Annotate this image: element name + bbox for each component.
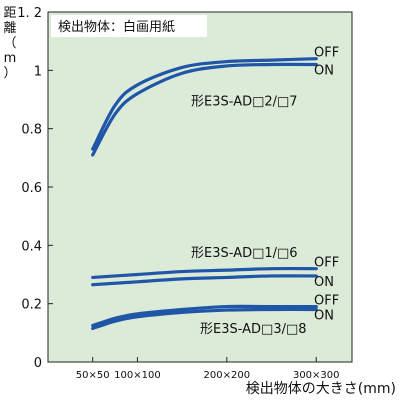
series-end-label: OFF xyxy=(314,46,339,61)
annotation-text: 検出物体：白画用紙 xyxy=(58,19,175,35)
y-tick-label: 0.4 xyxy=(21,239,42,254)
y-axis-label-char: ） xyxy=(3,66,17,81)
annotation-box xyxy=(51,15,207,37)
series-end-label: ON xyxy=(314,64,334,79)
y-tick-label: 1 xyxy=(34,64,42,79)
y-axis-label: 距 離 （ m ） xyxy=(2,6,18,81)
series-end-label: OFF xyxy=(314,294,339,309)
series-line-off xyxy=(91,304,318,328)
series-end-label: OFF xyxy=(314,256,339,271)
x-axis-label: 検出物体の大きさ(mm) xyxy=(246,381,396,397)
series-end-label: ON xyxy=(314,275,334,290)
series-line-on xyxy=(91,274,318,287)
group-label: 形E3S-AD□2/□7 xyxy=(191,94,298,109)
series-line-on xyxy=(91,62,318,157)
y-axis-label-char: 距 xyxy=(3,6,17,21)
series-line-on xyxy=(91,307,318,331)
series-line-off xyxy=(91,266,318,280)
y-tick-label: 0.6 xyxy=(21,181,42,196)
y-tick-label: 0.2 xyxy=(21,298,42,313)
y-axis-label-char: （ xyxy=(3,36,17,51)
group-label: 形E3S-AD□3/□8 xyxy=(200,322,307,337)
series-end-label: ON xyxy=(314,309,334,324)
x-tick-label: 200×200 xyxy=(204,370,251,381)
y-tick-label: 1. 2 xyxy=(17,6,42,21)
x-tick-label: 100×100 xyxy=(114,370,161,381)
y-axis-label-char: m xyxy=(3,51,17,66)
series-line-off xyxy=(91,57,318,151)
x-tick-label: 300×300 xyxy=(293,370,340,381)
x-tick-label: 50×50 xyxy=(76,370,110,381)
y-tick-label: 0.8 xyxy=(21,123,42,138)
y-axis-label-char: 離 xyxy=(3,21,17,36)
group-label: 形E3S-AD□1/□6 xyxy=(191,246,298,261)
y-tick-label: 0 xyxy=(34,356,42,371)
